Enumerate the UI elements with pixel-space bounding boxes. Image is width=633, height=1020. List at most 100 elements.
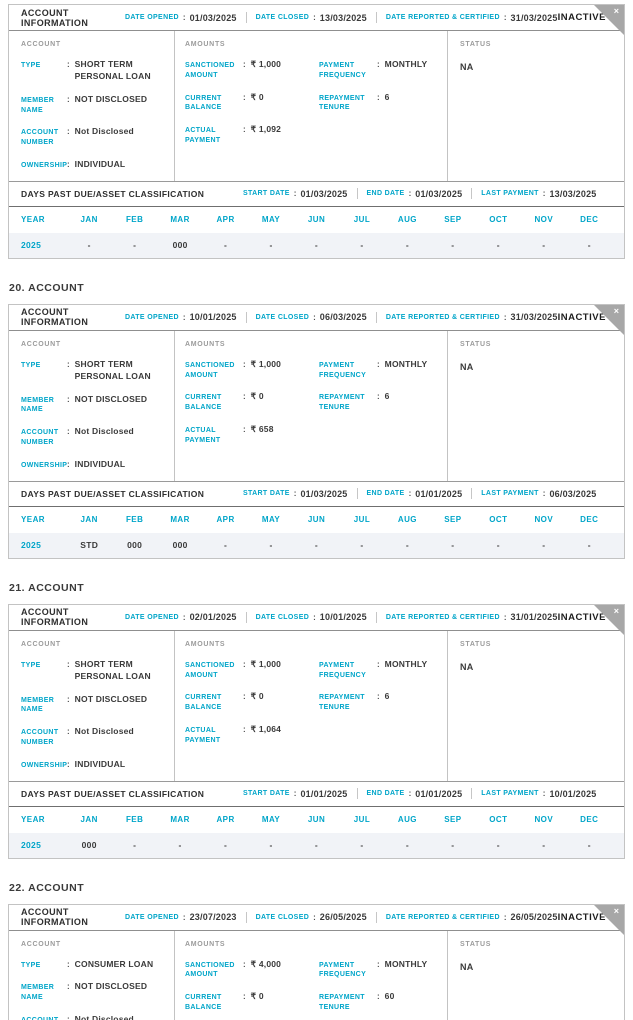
field-account-number: ACCOUNT NUMBER : Not Disclosed bbox=[21, 426, 170, 448]
start-date-label: START DATE bbox=[243, 490, 290, 498]
close-icon[interactable]: × bbox=[613, 605, 619, 616]
month-header-apr: APR bbox=[216, 215, 235, 225]
dpd-value-jan: - bbox=[87, 240, 91, 251]
date-opened-label: DATE OPENED bbox=[125, 613, 179, 621]
account-heading: 21. ACCOUNT bbox=[9, 581, 85, 594]
colon: : bbox=[67, 659, 70, 669]
dpd-value-may: - bbox=[269, 240, 273, 251]
field-type: TYPE : SHORT TERM PERSONAL LOAN bbox=[21, 359, 170, 383]
date-closed: DATE CLOSED : 06/03/2025 bbox=[256, 312, 367, 322]
month-header-aug: AUG bbox=[397, 515, 417, 525]
account-number-label: ACCOUNT NUMBER bbox=[21, 1014, 67, 1020]
account-number-label: ACCOUNT NUMBER bbox=[21, 429, 59, 447]
date-reported-value: 31/03/2025 bbox=[510, 12, 558, 23]
type-label: TYPE bbox=[21, 961, 41, 969]
card-title: ACCOUNT INFORMATION bbox=[21, 307, 89, 328]
colon: : bbox=[503, 13, 507, 22]
status-badge: INACTIVE bbox=[557, 611, 606, 623]
sanctioned-amount-value: ₹ 4,000 bbox=[250, 958, 282, 969]
repayment-tenure-value: 6 bbox=[384, 691, 390, 702]
accounts-list: ACCOUNT INFORMATION DATE OPENED : 01/03/… bbox=[8, 4, 625, 1020]
date-closed: DATE CLOSED : 13/03/2025 bbox=[256, 13, 367, 23]
status-value: NA bbox=[460, 961, 474, 972]
date-reported-label: DATE REPORTED & CERTIFIED bbox=[385, 14, 500, 21]
month-header-may: MAY bbox=[261, 515, 281, 525]
dpd-value-mar: 000 bbox=[172, 240, 188, 251]
amounts-section: AMOUNTS SANCTIONED AMOUNT : ₹ 4,000 CURR… bbox=[175, 930, 448, 1020]
sanctioned-amount-label: SANCTIONED AMOUNT bbox=[185, 961, 235, 979]
colon: : bbox=[182, 912, 186, 922]
dpd-value-aug: - bbox=[405, 840, 409, 851]
month-header-dec: DEC bbox=[580, 215, 599, 225]
account-information-header: ACCOUNT INFORMATION DATE OPENED : 23/07/… bbox=[9, 905, 624, 931]
month-header-jul: JUL bbox=[353, 215, 371, 225]
amounts-left-column: SANCTIONED AMOUNT : ₹ 1,000 CURRENT BALA… bbox=[185, 48, 319, 146]
colon: : bbox=[243, 92, 246, 102]
dpd-value-jun: - bbox=[314, 240, 319, 251]
field-sanctioned-amount: SANCTIONED AMOUNT : ₹ 1,000 bbox=[185, 659, 319, 681]
separator bbox=[356, 788, 358, 800]
account-card: ACCOUNT INFORMATION DATE OPENED : 10/01/… bbox=[8, 303, 625, 559]
start-date-value: 01/01/2025 bbox=[300, 788, 348, 799]
close-icon[interactable]: × bbox=[613, 905, 619, 916]
start-date-label: START DATE bbox=[243, 190, 290, 198]
member-name-value: NOT DISCLOSED bbox=[74, 981, 148, 992]
payment-frequency-value: MONTHLY bbox=[384, 658, 428, 669]
repayment-tenure-label: REPAYMENT TENURE bbox=[319, 994, 365, 1011]
status-section: STATUS NA bbox=[448, 31, 624, 181]
field-repayment-tenure: REPAYMENT TENURE : 60 bbox=[319, 991, 443, 1013]
dpd-value-dec: - bbox=[587, 240, 591, 251]
date-closed-value: 26/05/2025 bbox=[319, 912, 367, 923]
colon: : bbox=[182, 13, 186, 22]
dpd-value-apr: - bbox=[224, 240, 228, 251]
field-ownership: OWNERSHIP : INDIVIDUAL bbox=[21, 159, 170, 171]
close-icon[interactable]: × bbox=[613, 6, 619, 16]
colon: : bbox=[67, 694, 70, 704]
payment-frequency-value: MONTHLY bbox=[384, 358, 428, 369]
month-header-feb: FEB bbox=[125, 215, 144, 225]
month-header-mar: MAR bbox=[170, 215, 190, 225]
last-payment-label: LAST PAYMENT bbox=[481, 190, 539, 198]
date-reported-label: DATE REPORTED & CERTIFIED bbox=[385, 613, 500, 621]
dpd-title: DAYS PAST DUE/ASSET CLASSIFICATION bbox=[21, 488, 205, 499]
colon: : bbox=[313, 612, 316, 622]
colon: : bbox=[293, 489, 297, 499]
colon: : bbox=[377, 392, 380, 402]
colon: : bbox=[243, 692, 246, 702]
month-header-nov: NOV bbox=[534, 515, 554, 525]
end-date-value: 01/01/2025 bbox=[415, 788, 463, 799]
account-information-header: ACCOUNT INFORMATION DATE OPENED : 10/01/… bbox=[9, 305, 624, 331]
last-payment: LAST PAYMENT : 10/01/2025 bbox=[481, 789, 596, 799]
colon: : bbox=[293, 189, 297, 199]
separator bbox=[375, 311, 377, 323]
month-header-sep: SEP bbox=[444, 515, 462, 525]
dpd-header-row: DAYS PAST DUE/ASSET CLASSIFICATION START… bbox=[9, 480, 624, 507]
field-repayment-tenure: REPAYMENT TENURE : 6 bbox=[319, 691, 443, 713]
dpd-value-jan: 000 bbox=[81, 840, 97, 851]
separator bbox=[356, 188, 358, 200]
dpd-value-sep: - bbox=[451, 840, 455, 851]
close-icon[interactable]: × bbox=[613, 305, 619, 316]
dpd-table-header: YEAR JAN FEB MAR APR MAY JUN JUL AUG SEP… bbox=[9, 207, 624, 233]
colon: : bbox=[67, 459, 70, 469]
date-closed-label: DATE CLOSED bbox=[255, 913, 310, 921]
current-balance-value: ₹ 0 bbox=[250, 391, 264, 402]
dpd-data-row: 2025 000 - - - - - - - - - - - bbox=[9, 832, 624, 858]
month-header-sep: SEP bbox=[444, 815, 462, 825]
colon: : bbox=[503, 612, 507, 622]
dpd-value-feb: - bbox=[133, 240, 137, 251]
account-block: 22. ACCOUNT ACCOUNT INFORMATION DATE OPE… bbox=[8, 882, 625, 1020]
start-date: START DATE : 01/01/2025 bbox=[243, 789, 348, 799]
member-name-label: MEMBER NAME bbox=[21, 96, 55, 114]
amounts-right-column: PAYMENT FREQUENCY : MONTHLY REPAYMENT TE… bbox=[319, 48, 443, 146]
dpd-value-jul: - bbox=[360, 540, 364, 551]
repayment-tenure-value: 60 bbox=[384, 991, 395, 1002]
status-badge: INACTIVE bbox=[557, 12, 606, 23]
type-label: TYPE bbox=[21, 661, 41, 669]
ownership-value: INDIVIDUAL bbox=[74, 758, 126, 769]
colon: : bbox=[377, 992, 380, 1002]
corner-fold-icon bbox=[594, 604, 624, 635]
last-payment-value: 10/01/2025 bbox=[549, 788, 597, 799]
account-section-label: ACCOUNT bbox=[21, 640, 61, 648]
date-closed-label: DATE CLOSED bbox=[255, 613, 310, 621]
